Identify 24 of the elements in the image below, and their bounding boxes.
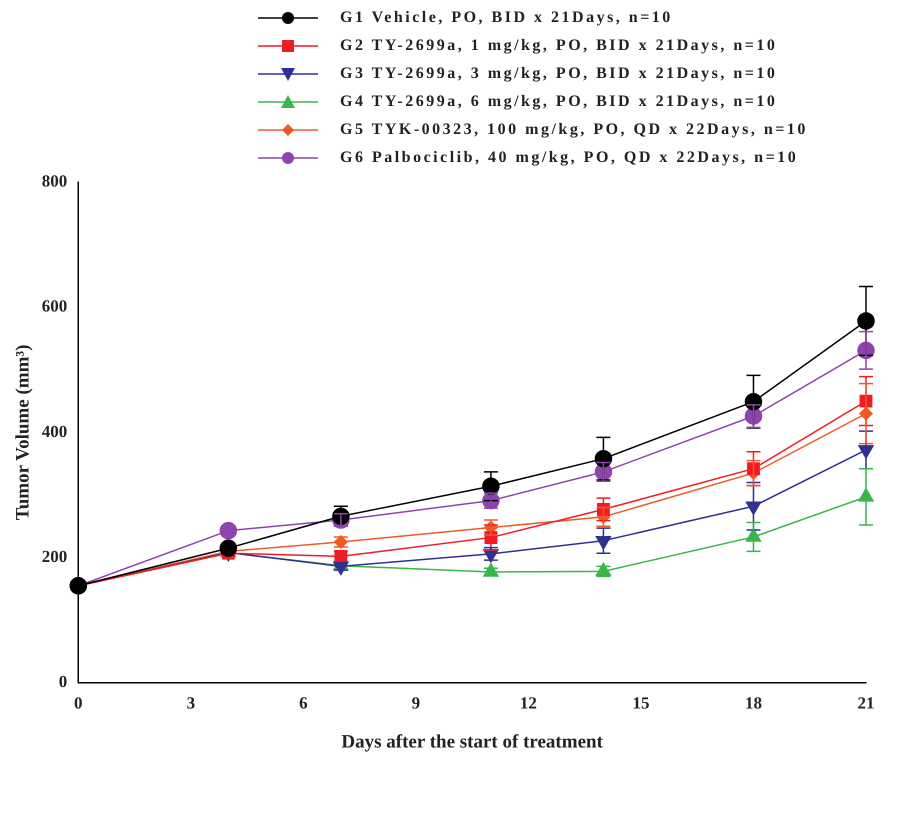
legend-label: G4 TY-2699a, 6 mg/kg, PO, BID x 21Days, n=10: [340, 93, 778, 111]
point: [220, 522, 238, 540]
x-tick-label: 15: [632, 693, 650, 712]
legend-label: G5 TYK-00323, 100 mg/kg, PO, QD x 22Days, n=10: [340, 121, 808, 139]
legend-label: G1 Vehicle, PO, BID x 21Days, n=10: [340, 9, 673, 27]
point: [220, 539, 238, 557]
x-tick-label: 6: [299, 693, 308, 712]
x-tick-label: 12: [520, 693, 537, 712]
legend-label: G2 TY-2699a, 1 mg/kg, PO, BID x 21Days, n=10: [340, 37, 778, 55]
legend-label: G6 Palbociclib, 40 mg/kg, PO, QD x 22Days, n=10: [340, 149, 798, 167]
x-tick-label: 0: [74, 693, 83, 712]
y-axis-title: Tumor Volume (mm³): [12, 344, 34, 520]
y-tick-label: 0: [58, 672, 68, 692]
y-tick-label: 800: [42, 171, 68, 190]
x-tick-label: 18: [744, 693, 762, 712]
x-axis-title: Days after the start of treatment: [341, 732, 604, 753]
x-tick-label: 3: [186, 693, 196, 712]
point: [596, 566, 612, 578]
y-tick-label: 400: [42, 422, 68, 441]
x-tick-label: 9: [412, 693, 420, 712]
legend-label: G3 TY-2699a, 3 mg/kg, PO, BID x 21Days, n=10: [340, 65, 778, 83]
y-tick-label: 200: [42, 546, 68, 566]
x-tick-label: 21: [858, 693, 874, 712]
y-tick-label: 600: [42, 296, 68, 316]
